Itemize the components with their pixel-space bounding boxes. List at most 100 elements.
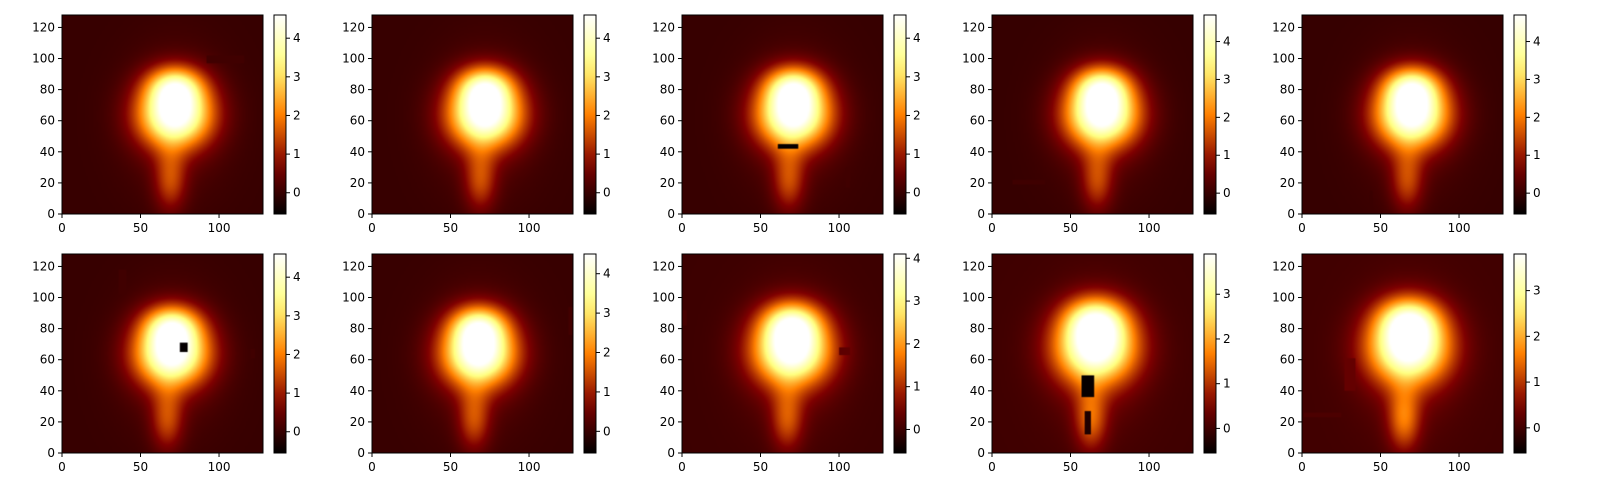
y-tick-label: 40 [40,384,55,398]
heatmap-image [62,254,263,453]
y-tick-label: 20 [970,176,985,190]
colorbar [893,14,907,215]
colorbar-tick-label: 2 [603,108,611,122]
colorbar-tick-label: 0 [1223,421,1231,435]
colorbar-tick-label: 1 [1223,377,1231,391]
y-tick-label: 80 [350,83,365,97]
colorbar-tick-label: 0 [913,422,921,436]
y-tick-label: 80 [970,322,985,336]
heatmap-panel-2: 0 50 100 0 20 40 60 80 100 120 0 1 2 3 4 [342,14,611,235]
heatmap-image [372,15,573,214]
y-tick-label: 40 [660,145,675,159]
y-tick-label: 100 [32,291,55,305]
y-tick-label: 40 [1280,145,1295,159]
axes-frame [1301,253,1504,454]
heatmap-image [992,15,1193,214]
colorbar-tick-label: 3 [913,294,921,308]
axes-frame [991,253,1194,454]
y-tick-label: 80 [1280,322,1295,336]
axes-frame [681,253,884,454]
heatmap-panel-1: 0 50 100 0 20 40 60 80 100 120 0 1 2 3 4 [32,14,301,235]
y-tick-label: 60 [660,353,675,367]
y-tick-label: 60 [970,353,985,367]
colorbar-tick-label: 1 [603,385,611,399]
colorbar-tick-label: 1 [603,147,611,161]
y-tick-label: 120 [652,20,675,34]
colorbar-tick-label: 1 [1223,148,1231,162]
y-tick-label: 60 [40,353,55,367]
colorbar-tick-label: 0 [913,186,921,200]
colorbar-tick-label: 0 [603,186,611,200]
heatmap-image [682,15,883,214]
x-tick-label: 0 [1298,460,1306,474]
heatmap-image [992,254,1193,453]
y-tick-label: 100 [1272,52,1295,66]
x-tick-label: 0 [988,221,996,235]
colorbar-tick-label: 2 [1533,329,1541,343]
y-tick-label: 40 [970,384,985,398]
y-tick-label: 80 [660,322,675,336]
axes-frame [61,253,264,454]
x-tick-label: 100 [1448,221,1471,235]
y-tick-label: 120 [342,20,365,34]
colorbar-tick-label: 3 [293,70,301,84]
colorbar-tick-label: 4 [603,267,611,281]
y-tick-label: 60 [1280,353,1295,367]
y-tick-label: 120 [1272,259,1295,273]
y-tick-label: 0 [977,446,985,460]
x-tick-label: 0 [58,460,66,474]
y-tick-label: 0 [1287,446,1295,460]
colorbar-tick-label: 0 [1223,186,1231,200]
x-tick-label: 100 [828,460,851,474]
heatmap-panel-7: 0 50 100 0 20 40 60 80 100 120 0 1 2 3 4 [342,253,611,474]
y-tick-label: 0 [357,207,365,221]
colorbar-tick-label: 0 [293,425,301,439]
x-tick-label: 50 [753,460,768,474]
y-tick-label: 80 [1280,83,1295,97]
y-tick-label: 80 [970,83,985,97]
colorbar-tick-label: 4 [913,31,921,45]
colorbar [1203,253,1217,454]
y-tick-label: 100 [962,291,985,305]
colorbar [1203,14,1217,215]
colorbar-tick-label: 3 [603,70,611,84]
colorbar-tick-label: 4 [1223,35,1231,49]
y-tick-label: 100 [962,52,985,66]
y-tick-label: 100 [32,52,55,66]
heatmap-image [682,254,883,453]
axes-frame [991,14,1194,215]
x-tick-label: 50 [1373,221,1388,235]
y-tick-label: 0 [667,446,675,460]
y-tick-label: 120 [32,259,55,273]
colorbar-tick-label: 2 [1223,332,1231,346]
x-tick-label: 0 [678,221,686,235]
colorbar [273,14,287,215]
axes-frame [1301,14,1504,215]
heatmap-image [1302,15,1503,214]
colorbar-tick-label: 1 [293,386,301,400]
x-tick-label: 100 [518,221,541,235]
colorbar-tick-label: 0 [1533,186,1541,200]
y-tick-label: 20 [350,176,365,190]
y-tick-label: 0 [357,446,365,460]
colorbar-tick-label: 1 [913,380,921,394]
colorbar-tick-label: 1 [1533,375,1541,389]
x-tick-label: 0 [678,460,686,474]
y-tick-label: 100 [342,291,365,305]
colorbar-tick-label: 3 [293,309,301,323]
y-tick-label: 100 [652,52,675,66]
y-tick-label: 80 [40,83,55,97]
x-tick-label: 0 [988,460,996,474]
colorbar [273,253,287,454]
colorbar-tick-label: 3 [1533,284,1541,298]
heatmap-panel-4: 0 50 100 0 20 40 60 80 100 120 0 1 2 3 4 [962,14,1231,235]
colorbar-tick-label: 3 [603,306,611,320]
heatmap-panel-3: 0 50 100 0 20 40 60 80 100 120 0 1 2 3 4 [652,14,921,235]
colorbar-tick-label: 4 [603,31,611,45]
colorbar-tick-label: 2 [293,108,301,122]
x-tick-label: 100 [1138,460,1161,474]
colorbar-tick-label: 3 [1223,72,1231,86]
x-tick-label: 0 [58,221,66,235]
colorbar-tick-label: 2 [1533,110,1541,124]
